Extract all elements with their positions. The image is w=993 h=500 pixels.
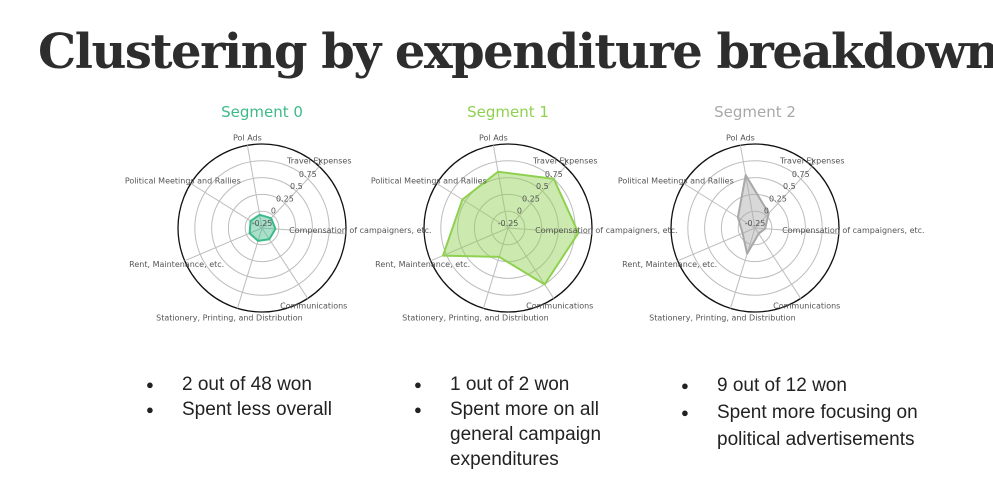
radial-tick-label: 0.5	[783, 182, 796, 191]
radar-grid-ring	[244, 210, 280, 246]
segment-0-title: Segment 0	[221, 103, 303, 121]
radar-grid-ring	[211, 177, 313, 279]
radial-tick-label: -0.25	[745, 219, 766, 228]
axis-label: Compensation of campaigners, etc.	[782, 226, 924, 235]
axis-label: Stationery, Printing, and Distribution	[156, 313, 303, 322]
axis-label: Rent, Maintenance, etc.	[622, 260, 717, 269]
radar-spoke	[507, 227, 555, 299]
radar-grid-ring	[737, 210, 773, 246]
radial-tick-label: 0	[271, 207, 276, 216]
radial-tick-label: 0.25	[769, 194, 787, 203]
axis-label: Travel Expenses	[286, 157, 351, 166]
bullet-item: 2 out of 48 won	[146, 372, 397, 397]
radial-tick-label: 1	[563, 158, 568, 167]
bullet-item: Spent less overall	[146, 397, 397, 422]
axis-label: Communications	[526, 301, 593, 310]
radar-series-area	[736, 174, 770, 255]
radial-tick-label: 0.25	[276, 194, 294, 203]
bullet-item: 1 out of 2 won	[414, 372, 665, 397]
radial-tick-label: 0.75	[792, 170, 810, 179]
radial-tick-label: -0.25	[252, 219, 273, 228]
radar-grid-ring	[490, 210, 526, 246]
radar-outer-ring	[177, 143, 347, 313]
radar-grid-ring	[227, 193, 297, 263]
radar-grid-ring	[194, 160, 330, 296]
radar-spoke	[729, 227, 756, 309]
radial-tick-label: 0	[764, 207, 769, 216]
radar-spoke	[507, 166, 566, 229]
radial-tick-label: 1	[317, 158, 322, 167]
axis-label: Communications	[773, 301, 840, 310]
radar-series-area	[442, 170, 580, 286]
radar-spoke	[754, 166, 813, 229]
radar-series-area	[248, 213, 277, 242]
axis-label: Rent, Maintenance, etc.	[375, 260, 470, 269]
axis-label: Stationery, Printing, and Distribution	[402, 313, 549, 322]
radial-tick-label: 0.75	[299, 170, 317, 179]
radial-tick-label: 0.25	[522, 194, 540, 203]
segment-0-notes: 2 out of 48 won Spent less overall	[146, 372, 397, 422]
axis-label: Stationery, Printing, and Distribution	[649, 313, 796, 322]
axis-label: Pol Ads	[479, 133, 508, 142]
axis-label: Compensation of campaigners, etc.	[289, 226, 431, 235]
axis-label: Political Meetings and Rallies	[618, 176, 734, 185]
bullet-item: Spent more focusing on political adverti…	[681, 399, 927, 453]
axis-label: Compensation of campaigners, etc.	[535, 226, 677, 235]
bullet-item: Spent more on all general campaign expen…	[414, 397, 665, 472]
segment-1-title: Segment 1	[467, 103, 549, 121]
radial-tick-label: 0	[517, 207, 522, 216]
axis-label: Political Meetings and Rallies	[125, 176, 241, 185]
radar-spoke	[754, 227, 839, 235]
segment-2-notes: 9 out of 12 won Spent more focusing on p…	[681, 372, 927, 453]
radar-outer-ring	[670, 143, 840, 313]
radial-tick-label: 0.5	[290, 182, 303, 191]
axis-label: Communications	[280, 301, 347, 310]
radar-outer-ring	[423, 143, 593, 313]
axis-label: Rent, Maintenance, etc.	[129, 260, 224, 269]
radar-spoke	[436, 183, 509, 229]
radar-spoke	[739, 145, 756, 229]
slide-title: Clustering by expenditure breakdown	[38, 24, 993, 80]
radar-spoke	[683, 183, 756, 229]
axis-label: Pol Ads	[233, 133, 262, 142]
radar-spoke	[492, 145, 509, 229]
axis-label: Political Meetings and Rallies	[371, 176, 487, 185]
segment-2-title: Segment 2	[714, 103, 796, 121]
radar-spoke	[482, 227, 509, 309]
radar-grid-ring	[687, 160, 823, 296]
radial-tick-label: -0.25	[498, 219, 519, 228]
segment-1-notes: 1 out of 2 won Spent more on all general…	[414, 372, 665, 472]
radial-tick-label: 0.5	[536, 182, 549, 191]
axis-label: Travel Expenses	[779, 157, 844, 166]
radial-tick-label: 0.75	[545, 170, 563, 179]
radial-tick-label: 1	[810, 158, 815, 167]
radar-grid-ring	[704, 177, 806, 279]
radar-chart-segment-2: -0.25 00.25 0.5 0.751 Pol Ads Travel Expenses…	[618, 133, 925, 322]
axis-label: Pol Ads	[726, 133, 755, 142]
radar-chart-segment-0: -0.25 00.25 0.5 0.751 Pol Ads Travel Expenses…	[125, 133, 432, 322]
radar-grid-ring	[720, 193, 790, 263]
radar-spoke	[754, 227, 802, 299]
radar-chart-segment-1: -0.25 00.25 0.5 0.751 Pol Ads Travel Expenses…	[371, 133, 678, 322]
radar-grid-ring	[457, 177, 559, 279]
axis-label: Travel Expenses	[532, 157, 597, 166]
bullet-item: 9 out of 12 won	[681, 372, 927, 399]
